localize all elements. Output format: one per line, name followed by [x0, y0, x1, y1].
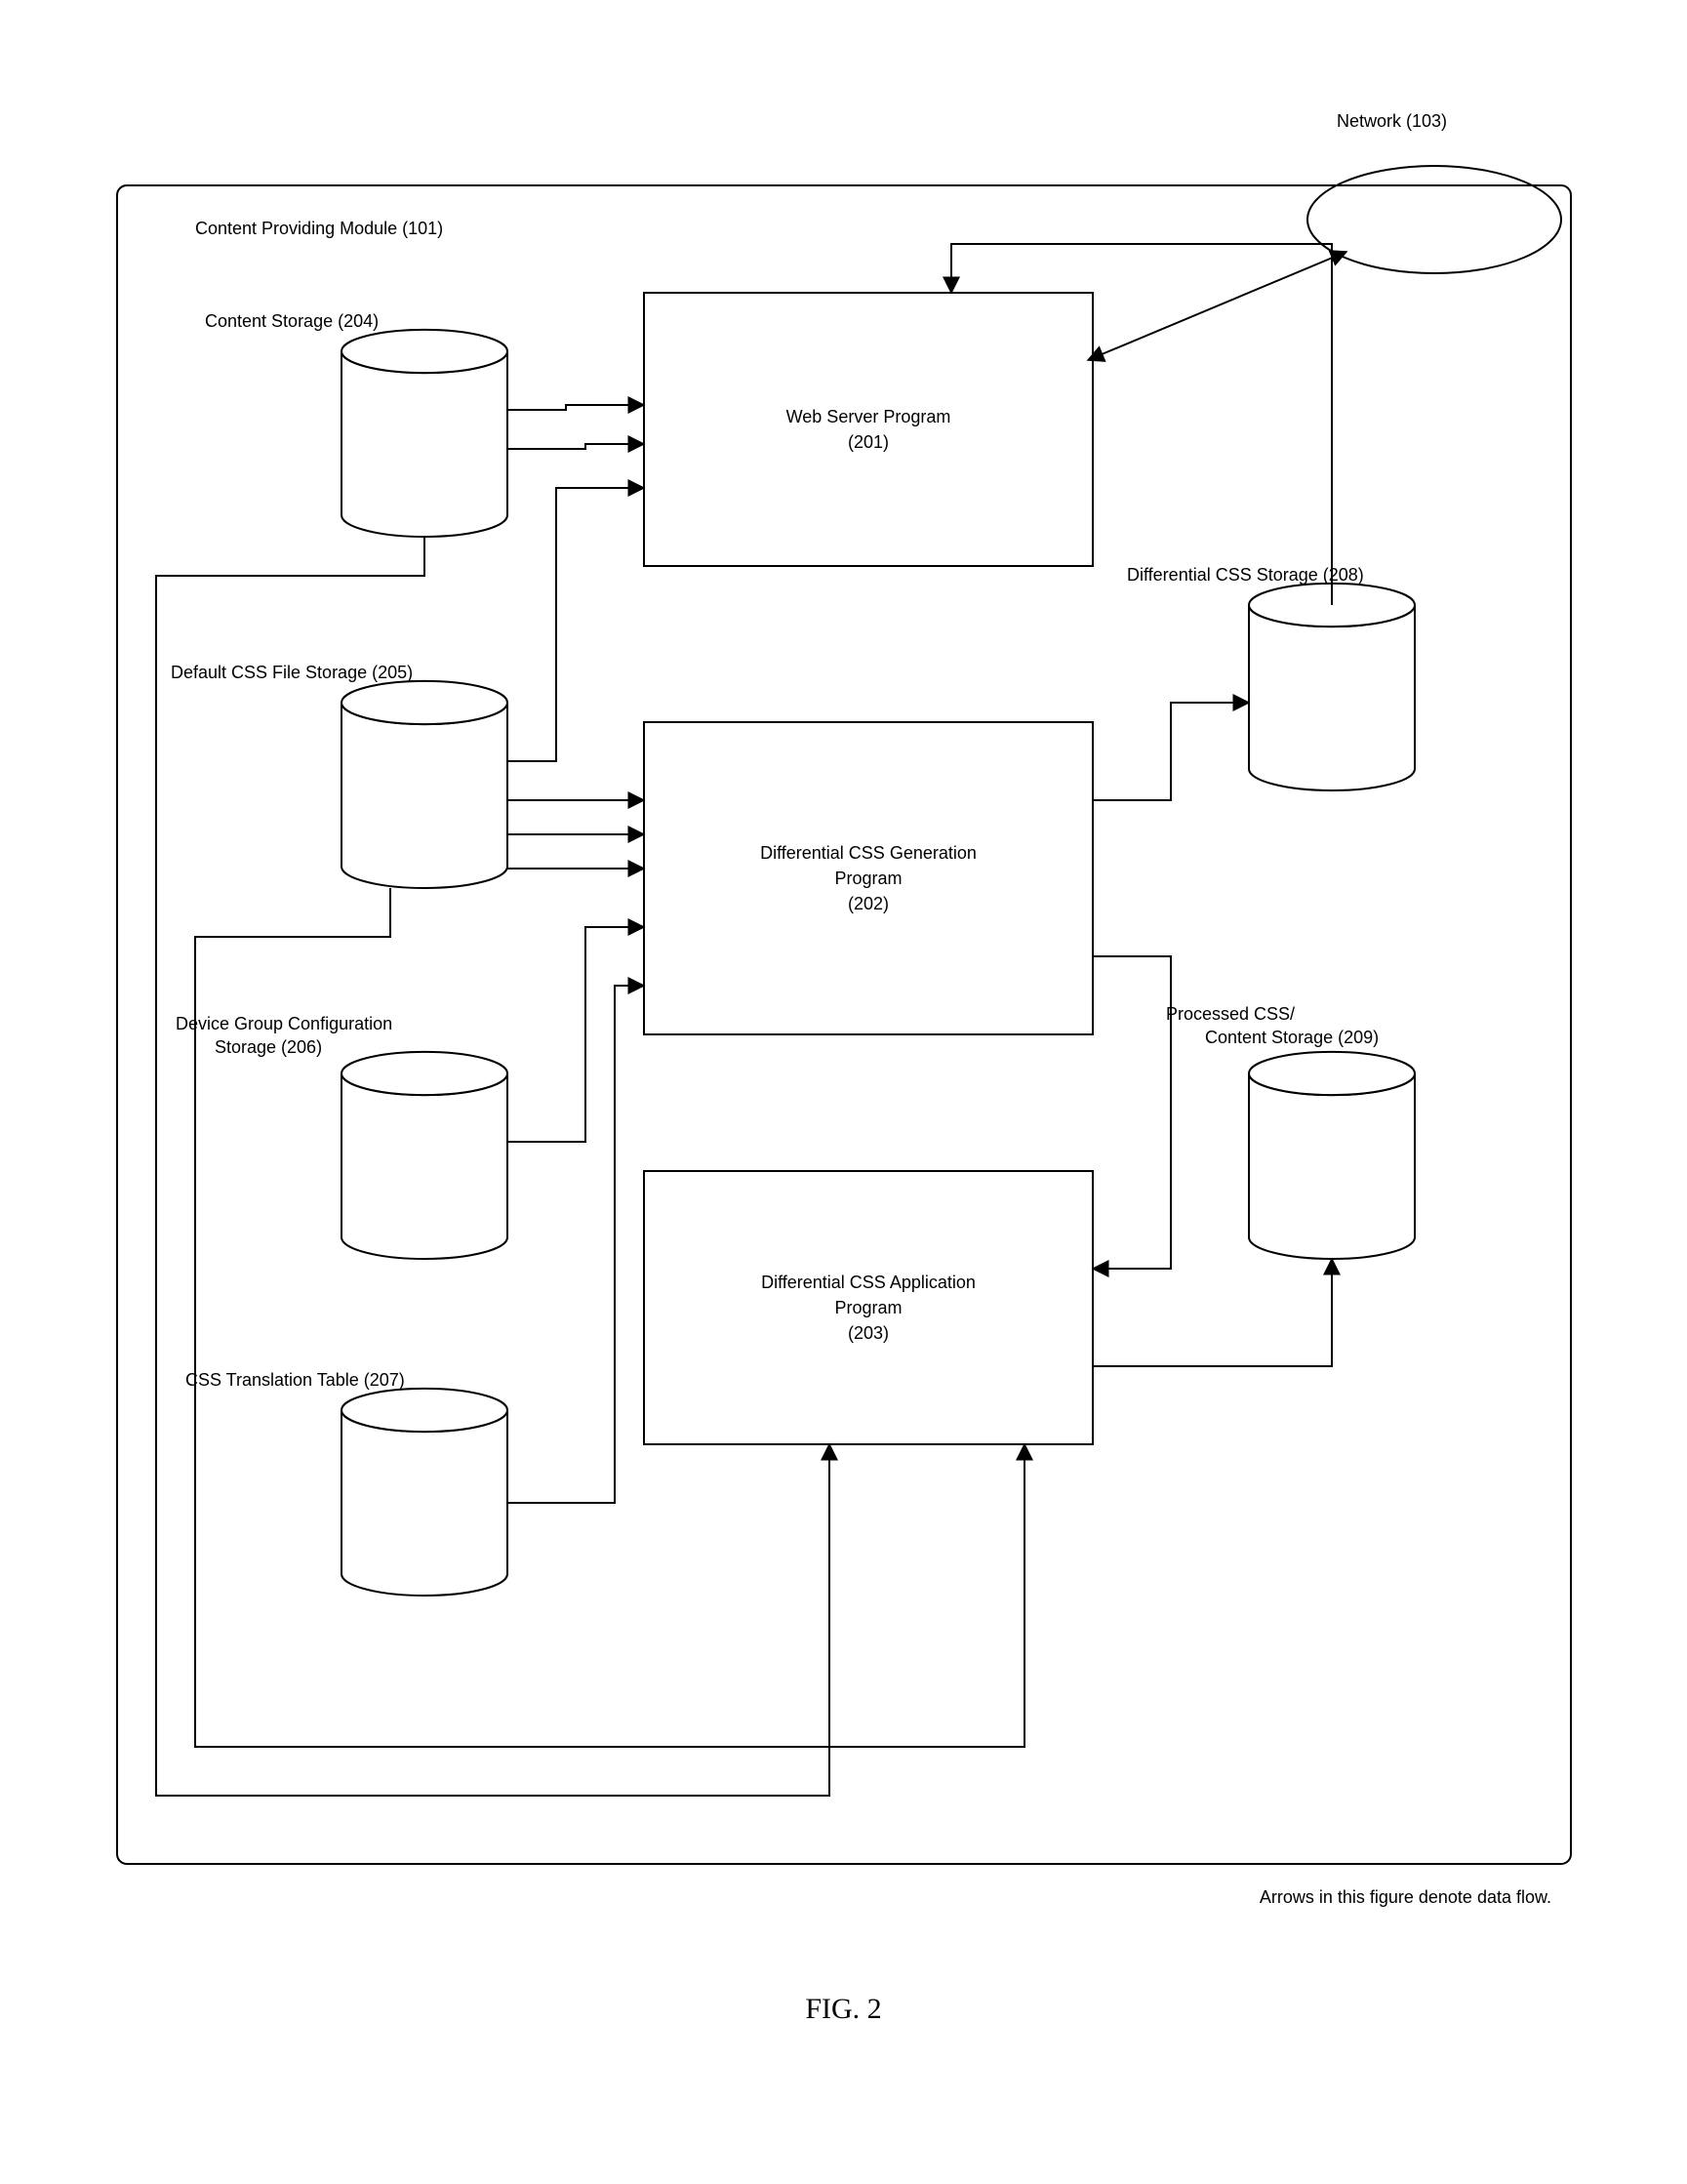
- network-label: Network (103): [1337, 111, 1447, 131]
- arrow-202-208: [1093, 703, 1249, 800]
- cylinder-209: [1249, 1052, 1415, 1259]
- arrow-204-201-b: [507, 444, 644, 449]
- module-label: Content Providing Module (101): [195, 219, 443, 238]
- arrow-204-201-a: [507, 405, 644, 410]
- arrow-net-201-a: [1088, 252, 1346, 360]
- box-203-label-2: (203): [848, 1323, 889, 1343]
- network-ellipse: [1307, 166, 1561, 273]
- arrow-207-202: [507, 986, 644, 1503]
- cylinder-206-caption-2: Storage (206): [215, 1037, 322, 1057]
- cylinder-209-caption-2: Content Storage (209): [1205, 1028, 1379, 1047]
- cylinder-205-caption: Default CSS File Storage (205): [171, 663, 413, 682]
- cylinder-204-caption: Content Storage (204): [205, 311, 379, 331]
- box-203-label-1: Program: [834, 1298, 902, 1317]
- box-202-label-1: Program: [834, 869, 902, 888]
- cylinder-207: [341, 1389, 507, 1596]
- cylinder-204: [341, 330, 507, 537]
- cylinder-205: [341, 681, 507, 888]
- box-203-label-0: Differential CSS Application: [761, 1273, 976, 1292]
- cylinder-206-caption-1: Device Group Configuration: [176, 1014, 392, 1033]
- cylinder-209-caption-1: Processed CSS/: [1166, 1004, 1295, 1024]
- cylinder-206: [341, 1052, 507, 1259]
- box-201: Web Server Program (201): [644, 293, 1093, 566]
- cylinder-208: [1249, 584, 1415, 790]
- figure-note: Arrows in this figure denote data flow.: [1260, 1887, 1551, 1907]
- box-202: Differential CSS Generation Program (202): [644, 722, 1093, 1034]
- box-201-label-1: (201): [848, 432, 889, 452]
- box-201-label-0: Web Server Program: [786, 407, 951, 426]
- box-202-label-0: Differential CSS Generation: [760, 843, 977, 863]
- cylinder-208-caption: Differential CSS Storage (208): [1127, 565, 1364, 585]
- box-202-label-2: (202): [848, 894, 889, 913]
- cylinder-207-caption: CSS Translation Table (207): [185, 1370, 405, 1390]
- arrow-206-202: [507, 927, 644, 1142]
- box-203: Differential CSS Application Program (203): [644, 1171, 1093, 1444]
- arrow-203-209: [1093, 1259, 1332, 1366]
- arrow-202-203: [1093, 956, 1171, 1269]
- arrow-205-201: [507, 488, 644, 761]
- figure-title: FIG. 2: [805, 1993, 881, 2025]
